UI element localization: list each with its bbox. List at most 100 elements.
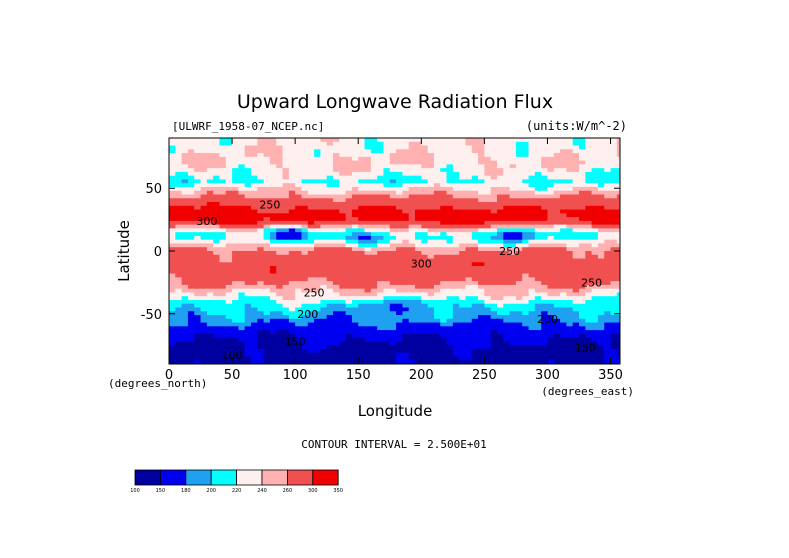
heatmap-cell — [452, 168, 460, 173]
heatmap-cell — [415, 341, 422, 346]
heatmap-cell — [572, 341, 580, 346]
heatmap-cell — [351, 269, 359, 275]
heatmap-cell — [572, 156, 580, 162]
heatmap-cell — [219, 220, 227, 226]
heatmap-cell — [604, 258, 612, 263]
heatmap-cell — [244, 277, 252, 282]
heatmap-cell — [383, 315, 391, 320]
heatmap-cell — [452, 288, 460, 294]
heatmap-cell — [402, 307, 410, 312]
heatmap-cell — [459, 322, 467, 327]
heatmap-cell — [597, 352, 605, 358]
heatmap-cell — [509, 299, 517, 305]
heatmap-cell — [490, 232, 498, 237]
heatmap-cell — [610, 239, 618, 245]
heatmap-cell — [572, 360, 580, 364]
heatmap-cell — [320, 217, 328, 222]
heatmap-cell — [339, 266, 347, 271]
heatmap-cell — [452, 311, 460, 316]
heatmap-cell — [415, 153, 422, 158]
heatmap-cell — [351, 164, 359, 169]
heatmap-cell — [566, 220, 574, 226]
heatmap-cell — [213, 235, 221, 241]
heatmap-cell — [206, 213, 214, 218]
heatmap-cell — [295, 251, 303, 256]
heatmap-cell — [333, 360, 340, 364]
heatmap-cell — [471, 315, 479, 320]
heatmap-cell — [427, 262, 435, 267]
heatmap-cell — [484, 292, 492, 297]
heatmap-cell — [528, 315, 536, 320]
heatmap-cell — [396, 315, 403, 320]
heatmap-cell — [446, 138, 454, 143]
heatmap-cell — [421, 292, 429, 297]
heatmap-cell — [244, 179, 252, 184]
heatmap-cell — [187, 224, 195, 229]
heatmap-cell — [610, 251, 618, 256]
heatmap-cell — [345, 288, 353, 294]
heatmap-cell — [314, 326, 321, 331]
heatmap-cell — [358, 326, 366, 331]
heatmap-cell — [478, 183, 485, 188]
heatmap-cell — [333, 322, 340, 327]
heatmap-cell — [225, 303, 233, 309]
heatmap-cell — [515, 337, 523, 342]
heatmap-cell — [591, 288, 599, 294]
heatmap-cell — [408, 303, 416, 309]
heatmap-cell — [339, 352, 347, 358]
heatmap-cell — [307, 205, 315, 211]
heatmap-cell — [616, 288, 620, 294]
heatmap-cell — [560, 284, 567, 290]
heatmap-cell — [206, 360, 214, 364]
heatmap-cell — [200, 209, 208, 214]
heatmap-cell — [452, 273, 460, 278]
heatmap-cell — [597, 281, 605, 286]
heatmap-cell — [547, 217, 555, 222]
heatmap-cell — [465, 190, 473, 196]
heatmap-cell — [326, 171, 334, 177]
heatmap-cell — [169, 254, 176, 260]
heatmap-cell — [465, 168, 473, 173]
heatmap-cell — [490, 217, 498, 222]
heatmap-cell — [597, 183, 605, 188]
heatmap-cell — [194, 352, 202, 358]
heatmap-cell — [333, 198, 340, 203]
heatmap-cell — [295, 333, 303, 339]
heatmap-cell — [282, 352, 290, 358]
heatmap-cell — [238, 258, 246, 263]
heatmap-cell — [257, 209, 265, 214]
heatmap-cell — [471, 258, 479, 263]
heatmap-cell — [427, 281, 435, 286]
heatmap-cell — [503, 235, 511, 241]
heatmap-cell — [295, 322, 303, 327]
heatmap-cell — [427, 160, 435, 165]
heatmap-cell — [585, 160, 593, 165]
heatmap-cell — [484, 190, 492, 196]
heatmap-cell — [541, 179, 549, 184]
heatmap-cell — [314, 266, 321, 271]
heatmap-cell — [509, 337, 517, 342]
heatmap-cell — [597, 168, 605, 173]
heatmap-cell — [238, 183, 246, 188]
heatmap-cell — [572, 138, 580, 143]
heatmap-cell — [219, 348, 227, 354]
heatmap-cell — [263, 153, 271, 158]
heatmap-cell — [333, 330, 340, 335]
heatmap-cell — [408, 348, 416, 354]
heatmap-cell — [339, 202, 347, 207]
heatmap-cell — [206, 269, 214, 275]
heatmap-cell — [534, 251, 542, 256]
heatmap-cell — [181, 205, 189, 211]
heatmap-cell — [389, 220, 397, 226]
heatmap-cell — [288, 138, 296, 143]
heatmap-cell — [604, 311, 612, 316]
heatmap-cell — [370, 186, 378, 192]
heatmap-cell — [295, 318, 303, 324]
heatmap-cell — [377, 232, 385, 237]
heatmap-cell — [440, 326, 448, 331]
heatmap-cell — [509, 186, 517, 192]
heatmap-cell — [427, 209, 435, 214]
heatmap-cell — [232, 345, 239, 350]
heatmap-cell — [534, 217, 542, 222]
heatmap-cell — [440, 228, 448, 233]
